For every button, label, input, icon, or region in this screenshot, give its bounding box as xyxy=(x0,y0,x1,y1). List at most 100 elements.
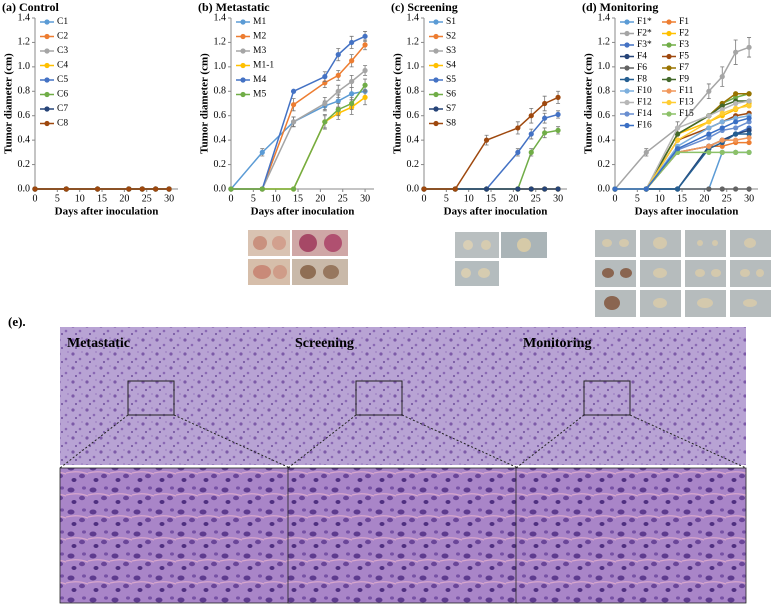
y-axis-label: Tumor diameter (cm) xyxy=(199,53,211,154)
y-tick-label: 1.0 xyxy=(18,61,31,72)
y-tick-label: 0.8 xyxy=(18,86,31,97)
legend-marker xyxy=(44,120,50,127)
data-point xyxy=(362,67,368,74)
data-point xyxy=(542,115,548,121)
x-tick-label: 10 xyxy=(271,193,281,204)
series xyxy=(612,149,752,192)
x-tick-label: 5 xyxy=(635,193,640,204)
data-point xyxy=(228,186,234,192)
data-point xyxy=(452,186,458,192)
x-axis-label: Days after inoculation xyxy=(444,206,548,218)
y-tick-label: 0.4 xyxy=(598,134,611,145)
series-line xyxy=(615,136,750,190)
legend-label: C7 xyxy=(57,104,68,114)
data-point xyxy=(674,131,681,137)
data-point xyxy=(349,91,355,97)
legend-label: F12 xyxy=(637,98,652,108)
y-tick-label: 1.0 xyxy=(407,61,420,72)
y-tick-label: 0.2 xyxy=(598,159,611,170)
data-point xyxy=(335,107,341,113)
legend-label: M2 xyxy=(253,32,266,42)
data-point xyxy=(290,119,297,125)
data-point xyxy=(674,186,681,192)
x-tick-label: 15 xyxy=(97,193,107,204)
series-line xyxy=(231,96,366,190)
y-tick-label: 0.0 xyxy=(18,183,31,194)
y-axis-label: Tumor diameter (cm) xyxy=(583,53,595,154)
y-tick-label: 1.0 xyxy=(214,61,227,72)
y-tick-label: 0.6 xyxy=(407,110,420,121)
x-tick-label: 30 xyxy=(360,193,370,204)
data-point xyxy=(733,119,739,125)
series xyxy=(612,149,752,192)
y-tick-label: 0.4 xyxy=(407,134,420,145)
data-point xyxy=(719,137,725,143)
legend-label: S6 xyxy=(446,90,456,100)
chart-title: (b) Metastatic xyxy=(198,0,270,14)
data-point xyxy=(733,91,739,97)
x-tick-label: 15 xyxy=(486,193,496,204)
data-point xyxy=(542,186,548,192)
tumor-photos xyxy=(248,230,771,317)
data-point xyxy=(362,33,368,39)
x-tick-label: 15 xyxy=(677,193,687,204)
data-point xyxy=(733,186,739,192)
panel-title: Monitoring xyxy=(523,336,591,351)
chart-title: (a) Control xyxy=(2,0,59,14)
legend-label: F9 xyxy=(679,75,689,85)
data-point xyxy=(719,107,725,113)
legend-label: S8 xyxy=(446,119,456,129)
zoom-guide xyxy=(401,414,519,469)
series xyxy=(612,37,752,192)
legend-label: S3 xyxy=(446,46,456,56)
legend-label: F14 xyxy=(637,109,652,119)
data-point xyxy=(643,149,649,155)
legend-marker xyxy=(44,19,50,25)
x-tick-label: 30 xyxy=(553,193,563,204)
data-point xyxy=(719,119,725,125)
data-point xyxy=(528,186,534,192)
data-point xyxy=(733,137,739,143)
data-point xyxy=(733,100,739,107)
legend-marker xyxy=(666,19,672,25)
legend-marker xyxy=(433,77,439,83)
x-tick-label: 0 xyxy=(613,193,618,204)
data-point xyxy=(746,98,752,104)
data-point xyxy=(515,125,521,131)
data-point xyxy=(719,110,725,116)
legend-marker xyxy=(666,65,672,71)
data-point xyxy=(706,125,712,131)
data-point xyxy=(528,131,534,137)
histology-zoom xyxy=(515,467,747,604)
y-tick-label: 1.4 xyxy=(214,12,227,23)
data-point xyxy=(746,115,752,121)
data-point xyxy=(746,186,752,192)
legend-label: C6 xyxy=(57,90,68,100)
data-point xyxy=(290,102,297,108)
data-point xyxy=(259,186,265,192)
legend-marker xyxy=(240,62,246,69)
legend-label: M1 xyxy=(253,17,266,27)
data-point xyxy=(483,186,490,192)
data-point xyxy=(349,78,355,85)
legend-marker xyxy=(624,30,630,37)
legend-marker xyxy=(666,111,672,117)
legend-marker xyxy=(433,120,439,127)
data-point xyxy=(362,42,368,48)
y-tick-label: 0.0 xyxy=(407,183,420,194)
y-tick-label: 1.2 xyxy=(407,37,420,48)
legend-label: M4 xyxy=(253,75,266,85)
data-point xyxy=(643,186,649,192)
legend-marker xyxy=(44,48,50,54)
data-point xyxy=(746,135,752,141)
series-line xyxy=(231,44,366,190)
data-point xyxy=(733,49,739,55)
legend-label: C8 xyxy=(57,119,68,129)
data-point xyxy=(555,186,561,192)
x-tick-label: 20 xyxy=(315,193,325,204)
y-tick-label: 0.8 xyxy=(407,86,420,97)
legend-label: F1* xyxy=(637,17,652,27)
x-tick-label: 20 xyxy=(508,193,518,204)
series-line xyxy=(615,93,750,190)
legend-label: F5 xyxy=(679,52,689,62)
